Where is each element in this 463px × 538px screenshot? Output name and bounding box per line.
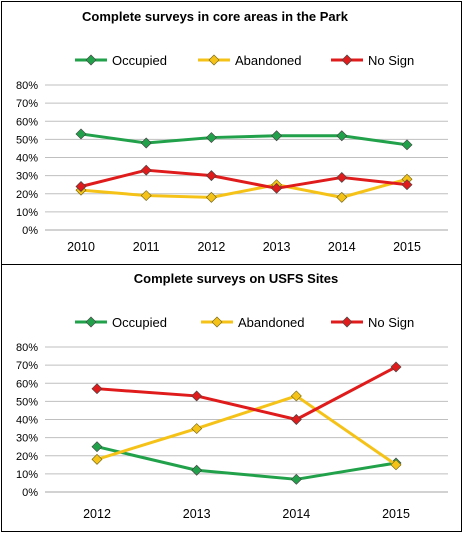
chart-frame-top <box>1 1 462 265</box>
data-point <box>140 137 152 149</box>
chart-panel-park: Complete surveys in core areas in the Pa… <box>16 9 448 254</box>
y-tick-label: 40% <box>16 415 38 427</box>
data-point <box>390 459 402 471</box>
chart-frame-bottom <box>1 264 462 532</box>
legend-label: Abandoned <box>235 53 302 68</box>
data-point <box>205 132 217 144</box>
x-tick-label: 2014 <box>328 240 356 254</box>
y-tick-label: 60% <box>16 378 38 390</box>
y-tick-label: 30% <box>16 171 38 183</box>
chart-legend: Occupied Abandoned No Sign <box>75 53 414 68</box>
legend-swatch-marker <box>341 54 353 66</box>
chart-panel-usfs: Complete surveys on USFS Sites Occupied A… <box>16 271 448 521</box>
y-tick-label: 70% <box>16 360 38 372</box>
y-tick-label: 80% <box>16 80 38 92</box>
chart-title: Complete surveys on USFS Sites <box>134 271 338 286</box>
x-tick-label: 2014 <box>282 507 310 521</box>
data-point <box>336 130 348 142</box>
legend-swatch-marker <box>208 54 220 66</box>
series-line-abandoned <box>95 394 398 467</box>
y-tick-label: 20% <box>16 451 38 463</box>
data-point <box>140 164 152 176</box>
series-line-occupied <box>79 132 409 147</box>
series-line-no-sign <box>79 168 409 190</box>
y-tick-label: 70% <box>16 98 38 110</box>
legend-swatch-marker <box>85 54 97 66</box>
x-tick-label: 2012 <box>197 240 225 254</box>
y-tick-label: 60% <box>16 116 38 128</box>
data-point <box>290 390 302 402</box>
data-point <box>271 130 283 142</box>
legend-label: Occupied <box>112 315 167 330</box>
x-axis-tick-labels: 2010 2011 2012 2013 2014 2015 <box>67 240 421 254</box>
legend-swatch-marker <box>211 316 223 328</box>
data-point <box>271 182 283 194</box>
data-point <box>191 423 203 435</box>
x-tick-label: 2013 <box>263 240 291 254</box>
data-point <box>75 128 87 140</box>
data-point <box>140 190 152 202</box>
x-tick-label: 2010 <box>67 240 95 254</box>
data-point <box>75 181 87 192</box>
x-tick-label: 2015 <box>382 507 410 521</box>
data-point <box>336 191 348 203</box>
data-point <box>191 390 203 402</box>
y-axis-tick-labels: 0% 10% 20% 30% 40% 50% 60% 70% 80% <box>16 342 38 499</box>
y-tick-label: 50% <box>16 134 38 146</box>
y-tick-label: 10% <box>16 469 38 481</box>
chart-title: Complete surveys in core areas in the Pa… <box>82 9 349 24</box>
y-tick-label: 20% <box>16 189 38 201</box>
y-tick-label: 50% <box>16 396 38 408</box>
x-tick-label: 2011 <box>133 240 160 254</box>
data-point <box>390 361 402 373</box>
data-point <box>401 179 413 191</box>
data-point <box>401 139 413 151</box>
x-tick-label: 2012 <box>83 507 111 521</box>
y-tick-label: 0% <box>22 225 38 237</box>
series-lines <box>91 361 402 485</box>
y-tick-label: 80% <box>16 342 38 354</box>
legend-label: Occupied <box>112 53 167 68</box>
data-point <box>91 453 103 465</box>
data-point <box>205 170 217 182</box>
series-line-no-sign <box>95 365 398 421</box>
y-tick-label: 10% <box>16 207 38 219</box>
legend-swatch-marker <box>85 316 97 328</box>
series-line-occupied <box>95 445 398 481</box>
data-point <box>290 473 302 485</box>
x-axis-tick-labels: 2012 2013 2014 2015 <box>83 507 410 521</box>
legend-label: No Sign <box>368 315 414 330</box>
legend-label: Abandoned <box>238 315 305 330</box>
series-line-abandoned <box>79 177 409 199</box>
y-axis-tick-labels: 0% 10% 20% 30% 40% 50% 60% 70% 80% <box>16 80 38 237</box>
data-point <box>205 191 217 203</box>
data-point <box>290 414 302 425</box>
data-point <box>91 441 103 453</box>
data-point <box>336 171 348 183</box>
x-tick-label: 2013 <box>183 507 211 521</box>
legend-swatch-marker <box>341 316 353 328</box>
y-tick-label: 30% <box>16 433 38 445</box>
chart-legend: Occupied Abandoned No Sign <box>75 315 414 330</box>
y-tick-label: 40% <box>16 153 38 165</box>
legend-label: No Sign <box>368 53 414 68</box>
x-tick-label: 2015 <box>393 240 421 254</box>
data-point <box>91 383 103 395</box>
data-point <box>191 464 203 476</box>
y-tick-label: 0% <box>22 487 38 499</box>
series-lines <box>75 128 413 203</box>
